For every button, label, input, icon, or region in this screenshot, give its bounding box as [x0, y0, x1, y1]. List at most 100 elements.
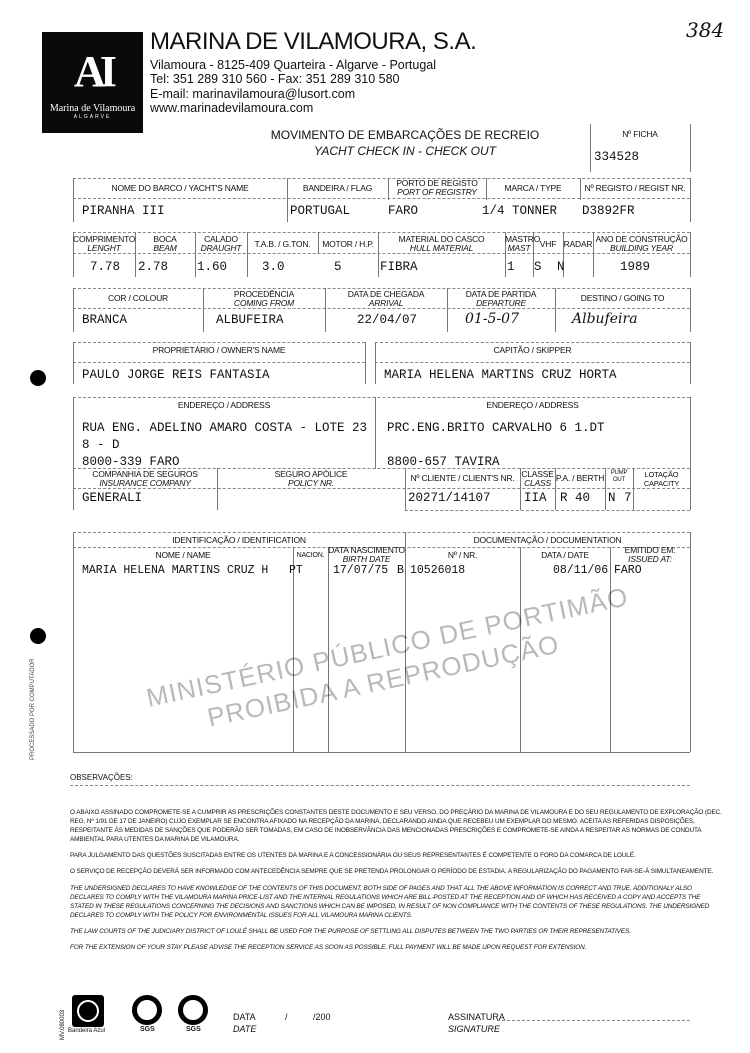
- owner-address-line: 8 - D: [82, 438, 120, 452]
- motor-hp: 5: [334, 260, 342, 274]
- signature-line[interactable]: [497, 1020, 690, 1021]
- logo-region: ALGARVE: [73, 114, 112, 120]
- going-to: Albufeira: [572, 311, 638, 327]
- form-title: MOVIMENTO DE EMBARCAÇÕES DE RECREIO: [270, 128, 540, 142]
- year-label: ANO DE CONSTRUÇÃO BUILDING YEAR: [595, 234, 688, 253]
- mast: 1: [507, 260, 515, 274]
- date-year[interactable]: /200: [313, 1012, 331, 1022]
- coming-from-label: PROCEDÊNCIA COMING FROM: [233, 289, 295, 308]
- flag-label: BANDEIRA / FLAG: [302, 183, 373, 193]
- terms-paragraph: PARA JULGAMENTO DAS QUESTÕES SUSCITADAS …: [70, 852, 636, 859]
- owner-address-label: ENDEREÇO / ADDRESS: [177, 400, 271, 410]
- tab-label: T.A.B. / G.TON.: [254, 239, 311, 249]
- id-name: MARIA HELENA MARTINS CRUZ H: [82, 564, 269, 577]
- skipper-label: CAPITÃO / SKIPPER: [493, 345, 572, 355]
- pump-out: N: [608, 491, 616, 505]
- doc-nr: 10526018: [410, 564, 466, 577]
- colour: BRANCA: [82, 313, 128, 327]
- skipper-name: MARIA HELENA MARTINS CRUZ HORTA: [384, 368, 617, 382]
- page-mark: 384: [686, 18, 725, 42]
- length-label: COMPRIMENTO LENGHT: [73, 234, 136, 253]
- mast-label: MASTRO MAST: [505, 234, 541, 253]
- going-to-label: DESTINO / GOING TO: [580, 293, 665, 303]
- capacity-label: LOTAÇÃO CAPACITY: [643, 470, 680, 488]
- flag: PORTUGAL: [290, 204, 351, 218]
- type-label: MARCA / TYPE: [504, 183, 562, 193]
- insurance-company: GENERALI: [82, 491, 143, 505]
- nationality-label: NACION.: [296, 552, 325, 559]
- issued-at: FARO: [614, 564, 642, 577]
- pump-out-label: PUMP OUT: [610, 470, 628, 483]
- berth: R 40: [560, 491, 591, 505]
- yacht-name-label: NOME DO BARCO / YACHT'S NAME: [111, 183, 249, 193]
- date-slash: /: [285, 1012, 288, 1022]
- signature-label-en: SIGNATURE: [448, 1024, 500, 1034]
- beam-label: BOCA BEAM: [153, 234, 177, 253]
- vhf-label: VHF: [539, 239, 557, 249]
- form-subtitle: YACHT CHECK IN - CHECK OUT: [313, 144, 496, 158]
- company-web: www.marinadevilamoura.com: [150, 101, 314, 115]
- nationality: PT: [289, 564, 303, 577]
- insurance-label: COMPANHIA DE SEGUROS INSURANCE COMPANY: [92, 469, 198, 488]
- blue-flag-label: Bandeira Azul: [68, 1028, 106, 1034]
- company-logo: AI Marina de Vilamoura ALGARVE: [42, 32, 143, 133]
- documentation-label: DOCUMENTAÇÃO / DOCUMENTATION: [473, 535, 622, 545]
- owner-name: PAULO JORGE REIS FANTASIA: [82, 368, 270, 382]
- doc-type: B: [397, 564, 404, 577]
- type: 1/4 TONNER: [482, 204, 558, 218]
- company-email: E-mail: marinavilamoura@lusort.com: [150, 87, 356, 101]
- doc-date-label: DATA / DATE: [541, 550, 589, 560]
- hull-label: MATERIAL DO CASCO HULL MATERIAL: [398, 234, 485, 253]
- id-name-label: NOME / NAME: [155, 550, 211, 560]
- berth-label: P.A. / BERTH: [555, 473, 605, 483]
- beam: 2.78: [138, 260, 169, 274]
- regist-nr: D3892FR: [582, 204, 635, 218]
- draught-label: CALADO DRAUGHT: [200, 234, 242, 253]
- radar: N: [557, 260, 565, 274]
- class: IIA: [524, 491, 547, 505]
- logo-text: Marina de Vilamoura: [49, 103, 136, 114]
- skipper-address-line: 8800-657 TAVIRA: [387, 455, 500, 469]
- sgs-label: SGS: [186, 1026, 201, 1033]
- regist-label: Nº REGISTO / REGIST NR.: [584, 183, 686, 193]
- vhf: S: [534, 260, 542, 274]
- company-name: MARINA DE VILAMOURA, S.A.: [150, 28, 477, 55]
- client-nr-label: Nº CLIENTE / CLIENT'S NR.: [410, 473, 515, 483]
- punch-hole: [30, 628, 46, 644]
- radar-label: RADAR: [563, 239, 593, 249]
- side-text: PROCESSADO POR COMPUTADOR: [30, 658, 36, 760]
- logo-mark: AI: [74, 47, 117, 96]
- gross-tonnage: 3.0: [262, 260, 285, 274]
- colour-label: COR / COLOUR: [108, 293, 168, 303]
- birth-date-label: DATA NASCIMENTO BIRTH DATE: [328, 545, 405, 564]
- departure-date: 01-5-07: [465, 311, 519, 327]
- ficha-label: Nº FICHA: [622, 129, 658, 139]
- form-code: MV.080003: [60, 1009, 66, 1040]
- arrival-date: 22/04/07: [357, 313, 418, 327]
- arrival-label: DATA DE CHEGADA ARRIVAL: [347, 289, 425, 308]
- sgs-cert-icon: [132, 995, 162, 1025]
- port-label: PORTO DE REGISTO PORT OF REGISTRY: [396, 178, 478, 197]
- doc-nr-label: Nº / NR.: [447, 550, 478, 560]
- birth-date: 17/07/75: [333, 564, 389, 577]
- terms-paragraph: THE LAW COURTS OF THE JUDICIARY DISTRICT…: [70, 928, 631, 935]
- draught: 1.60: [197, 260, 228, 274]
- yacht-name: PIRANHA III: [82, 204, 165, 218]
- signature-label: ASSINATURA: [448, 1012, 505, 1022]
- departure-label: DATA DE PARTIDA DEPARTURE: [465, 289, 537, 308]
- terms-paragraph: O ABAIXO ASSINADO COMPROMETE-SE A CUMPRI…: [70, 809, 722, 843]
- terms-paragraph: THE UNDERSIGNED DECLARES TO HAVE KNOWLED…: [70, 885, 710, 919]
- blue-flag-icon: [72, 995, 104, 1027]
- ficha-number: 334528: [594, 150, 640, 164]
- date-label: DATA: [233, 1012, 256, 1022]
- hull-material: FIBRA: [380, 260, 418, 274]
- terms-paragraph: FOR THE EXTENSION OF YOUR STAY PLEASE AD…: [70, 944, 587, 951]
- company-phone: Tel: 351 289 310 560 - Fax: 351 289 310 …: [150, 72, 400, 86]
- doc-date: 08/11/06: [553, 564, 609, 577]
- date-label-en: DATE: [233, 1024, 257, 1034]
- length: 7.78: [90, 260, 121, 274]
- terms-section: O ABAIXO ASSINADO COMPROMETE-SE A CUMPRI…: [70, 808, 725, 959]
- skipper-address-line: PRC.ENG.BRITO CARVALHO 6 1.DT: [387, 421, 605, 435]
- capacity: 7: [624, 491, 632, 505]
- client-nr: 20271/14107: [408, 491, 491, 505]
